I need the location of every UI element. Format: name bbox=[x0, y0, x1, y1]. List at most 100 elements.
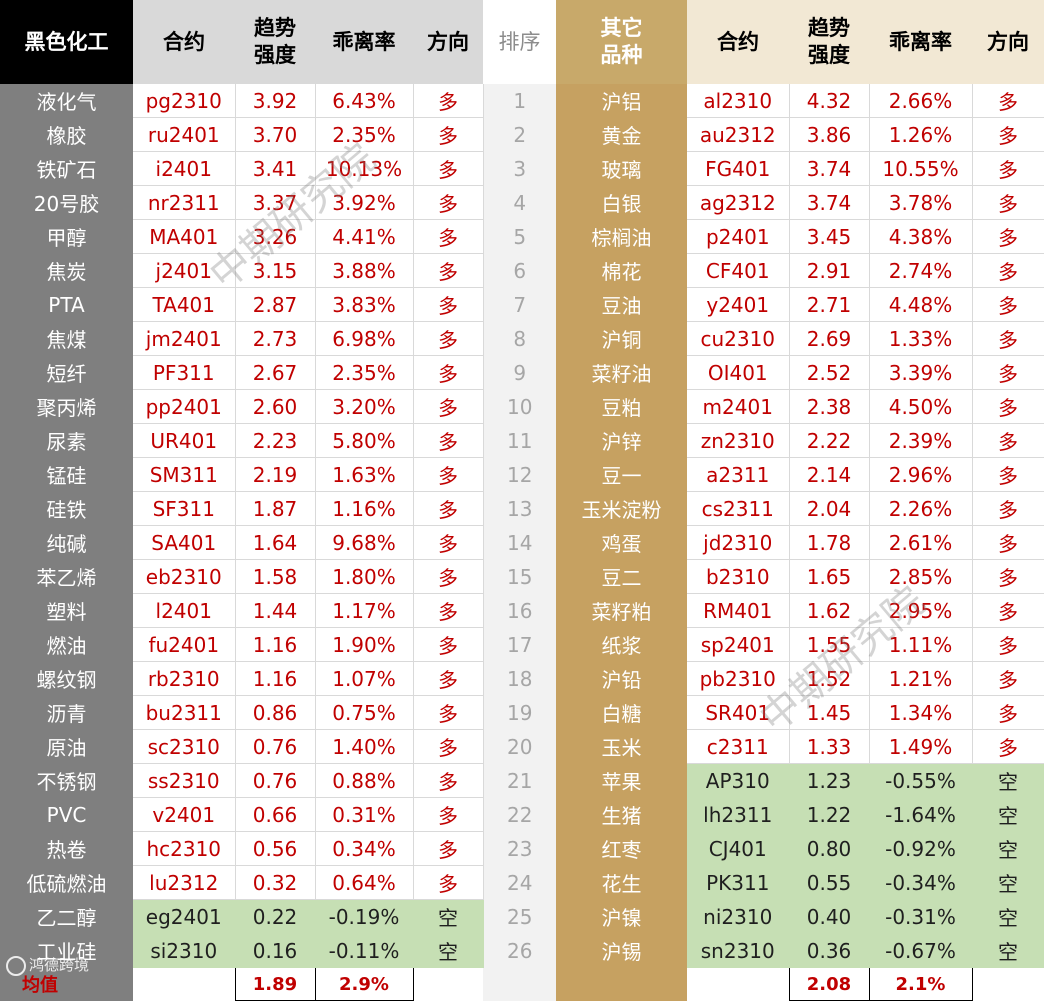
rank-number: 24 bbox=[483, 865, 556, 900]
left-direction: 多 bbox=[413, 253, 484, 288]
left-trend-strength: 2.60 bbox=[235, 389, 316, 424]
right-deviation-rate: -0.55% bbox=[869, 763, 973, 798]
average-spacer bbox=[556, 967, 687, 1001]
right-contract-code: m2401 bbox=[687, 389, 790, 424]
right-trend-strength: 2.71 bbox=[789, 287, 870, 322]
right-direction: 多 bbox=[972, 491, 1044, 526]
left-contract-code: lu2312 bbox=[133, 865, 236, 900]
left-deviation-rate: 9.68% bbox=[315, 525, 414, 560]
left-trend-strength: 2.73 bbox=[235, 321, 316, 356]
rank-number: 16 bbox=[483, 593, 556, 628]
rank-number: 9 bbox=[483, 355, 556, 390]
left-contract-code: SM311 bbox=[133, 457, 236, 492]
right-deviation-rate: 1.33% bbox=[869, 321, 973, 356]
table-row: 短纤 PF311 2.67 2.35% 多 9 菜籽油 OI401 2.52 3.39% 多 bbox=[0, 355, 1044, 390]
right-contract-code: cu2310 bbox=[687, 321, 790, 356]
right-trend-strength: 1.55 bbox=[789, 627, 870, 662]
rank-number: 12 bbox=[483, 457, 556, 492]
right-contract-code: pb2310 bbox=[687, 661, 790, 696]
right-direction: 多 bbox=[972, 117, 1044, 152]
left-trend-strength: 1.16 bbox=[235, 661, 316, 696]
table-row: 燃油 fu2401 1.16 1.90% 多 17 纸浆 sp2401 1.55 1.11% 多 bbox=[0, 627, 1044, 662]
average-spacer bbox=[483, 967, 556, 1001]
right-trend-strength: 0.40 bbox=[789, 899, 870, 934]
left-trend-strength: 2.19 bbox=[235, 457, 316, 492]
left-direction: 多 bbox=[413, 355, 484, 390]
rank-number: 8 bbox=[483, 321, 556, 356]
left-deviation-header: 乖离率 bbox=[315, 0, 413, 84]
right-deviation-rate: -1.64% bbox=[869, 797, 973, 832]
right-direction: 多 bbox=[972, 389, 1044, 424]
right-deviation-rate: 1.11% bbox=[869, 627, 973, 662]
right-deviation-rate: 1.26% bbox=[869, 117, 973, 152]
left-commodity-name: 不锈钢 bbox=[0, 763, 133, 798]
right-direction: 多 bbox=[972, 627, 1044, 662]
right-deviation-rate: 2.26% bbox=[869, 491, 973, 526]
left-deviation-rate: 1.40% bbox=[315, 729, 414, 764]
right-commodity-name: 豆二 bbox=[556, 559, 687, 594]
right-commodity-name: 沪镍 bbox=[556, 899, 687, 934]
left-direction: 多 bbox=[413, 423, 484, 458]
table-row: 铁矿石 i2401 3.41 10.13% 多 3 玻璃 FG401 3.74 10.55% 多 bbox=[0, 151, 1044, 186]
left-direction: 多 bbox=[413, 525, 484, 560]
right-trend-strength: 1.78 bbox=[789, 525, 870, 560]
right-trend-strength: 2.69 bbox=[789, 321, 870, 356]
right-group-header: 其它 品种 bbox=[556, 0, 687, 84]
left-contract-code: MA401 bbox=[133, 219, 236, 254]
table-row: 低硫燃油 lu2312 0.32 0.64% 多 24 花生 PK311 0.55 -0.34% 空 bbox=[0, 865, 1044, 900]
left-deviation-rate: 4.41% bbox=[315, 219, 414, 254]
left-deviation-rate: -0.11% bbox=[315, 933, 414, 968]
left-contract-code: PF311 bbox=[133, 355, 236, 390]
right-trend-strength: 1.22 bbox=[789, 797, 870, 832]
table-row: 焦煤 jm2401 2.73 6.98% 多 8 沪铜 cu2310 2.69 1.33% 多 bbox=[0, 321, 1044, 356]
left-contract-code: TA401 bbox=[133, 287, 236, 322]
left-trend-strength: 1.44 bbox=[235, 593, 316, 628]
left-direction: 多 bbox=[413, 831, 484, 866]
left-trend-strength: 3.92 bbox=[235, 84, 316, 118]
right-deviation-rate: 2.96% bbox=[869, 457, 973, 492]
right-direction: 多 bbox=[972, 457, 1044, 492]
left-commodity-name: 纯碱 bbox=[0, 525, 133, 560]
right-contract-code: ni2310 bbox=[687, 899, 790, 934]
right-commodity-name: 沪铝 bbox=[556, 84, 687, 118]
right-direction: 多 bbox=[972, 423, 1044, 458]
right-commodity-name: 菜籽油 bbox=[556, 355, 687, 390]
left-deviation-rate: 0.64% bbox=[315, 865, 414, 900]
table-row: 20号胶 nr2311 3.37 3.92% 多 4 白银 ag2312 3.74 3.78% 多 bbox=[0, 185, 1044, 220]
right-trend-strength: 2.04 bbox=[789, 491, 870, 526]
right-contract-code: RM401 bbox=[687, 593, 790, 628]
left-contract-code: ss2310 bbox=[133, 763, 236, 798]
left-commodity-name: 甲醇 bbox=[0, 219, 133, 254]
left-trend-strength: 3.15 bbox=[235, 253, 316, 288]
right-commodity-name: 红枣 bbox=[556, 831, 687, 866]
right-contract-code: p2401 bbox=[687, 219, 790, 254]
right-contract-code: al2310 bbox=[687, 84, 790, 118]
right-average-deviation: 2.1% bbox=[868, 967, 973, 1001]
right-trend-strength: 4.32 bbox=[789, 84, 870, 118]
left-commodity-name: 沥青 bbox=[0, 695, 133, 730]
table-row: 不锈钢 ss2310 0.76 0.88% 多 21 苹果 AP310 1.23 -0.55% 空 bbox=[0, 763, 1044, 798]
left-commodity-name: PVC bbox=[0, 797, 133, 832]
right-trend-strength: 1.62 bbox=[789, 593, 870, 628]
right-contract-code: AP310 bbox=[687, 763, 790, 798]
left-contract-code: i2401 bbox=[133, 151, 236, 186]
right-direction: 多 bbox=[972, 84, 1044, 118]
right-commodity-name: 棕榈油 bbox=[556, 219, 687, 254]
left-deviation-rate: -0.19% bbox=[315, 899, 414, 934]
rank-number: 20 bbox=[483, 729, 556, 764]
left-commodity-name: 低硫燃油 bbox=[0, 865, 133, 900]
left-direction: 多 bbox=[413, 84, 484, 118]
left-commodity-name: 乙二醇 bbox=[0, 899, 133, 934]
right-deviation-rate: 2.95% bbox=[869, 593, 973, 628]
right-commodity-name: 豆油 bbox=[556, 287, 687, 322]
left-direction: 多 bbox=[413, 491, 484, 526]
table-row: 苯乙烯 eb2310 1.58 1.80% 多 15 豆二 b2310 1.65 2.85% 多 bbox=[0, 559, 1044, 594]
left-commodity-name: 塑料 bbox=[0, 593, 133, 628]
right-trend-strength: 1.65 bbox=[789, 559, 870, 594]
left-trend-strength: 3.70 bbox=[235, 117, 316, 152]
right-direction: 多 bbox=[972, 321, 1044, 356]
table-row: 尿素 UR401 2.23 5.80% 多 11 沪锌 zn2310 2.22 2.39% 多 bbox=[0, 423, 1044, 458]
table-row: 螺纹钢 rb2310 1.16 1.07% 多 18 沪铅 pb2310 1.52 1.21% 多 bbox=[0, 661, 1044, 696]
right-direction: 多 bbox=[972, 661, 1044, 696]
left-commodity-name: 铁矿石 bbox=[0, 151, 133, 186]
